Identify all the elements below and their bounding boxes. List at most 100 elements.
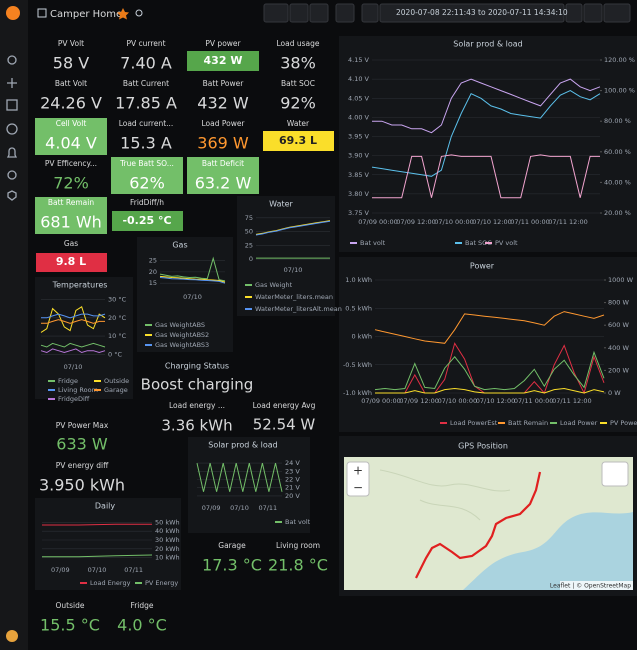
- series-line: [375, 387, 605, 394]
- y-tick-label: 30 kWh: [155, 536, 180, 544]
- charging-status: Boost charging: [141, 376, 254, 394]
- tv-button[interactable]: [335, 3, 355, 23]
- stat-value: 3.36 kWh: [161, 417, 232, 435]
- panel: [339, 257, 637, 432]
- dashboard-title[interactable]: Camper Home: [50, 9, 122, 20]
- forward-button[interactable]: [565, 3, 583, 23]
- legend-label: Outside: [104, 377, 129, 385]
- back-button[interactable]: [361, 3, 379, 23]
- legend-label: WaterMeter_liters.mean: [255, 293, 333, 301]
- y2-tick-label: 400 W: [608, 344, 629, 352]
- zoom-control[interactable]: [346, 461, 370, 497]
- panel-title: Charging Status: [165, 362, 229, 371]
- x-tick-label: 07/11 12:00: [548, 218, 588, 226]
- stat-title: Gas: [64, 239, 78, 248]
- y2-tick-label: 20.00 %: [604, 209, 631, 217]
- x-tick-label: 07/10 12:00: [472, 218, 512, 226]
- stat-background: [35, 197, 107, 234]
- zoom-out[interactable]: −: [353, 481, 363, 495]
- series-line: [372, 154, 600, 199]
- series-line: [374, 311, 605, 344]
- dashboards-icon[interactable]: [6, 99, 18, 111]
- series-line: [42, 554, 153, 558]
- stat-background: [187, 157, 259, 194]
- panel-title: Solar prod & load: [453, 40, 523, 49]
- search-icon[interactable]: [7, 55, 17, 65]
- stat-background: [36, 253, 107, 272]
- refresh-button[interactable]: [603, 3, 631, 23]
- stat-value: 15.3 A: [120, 134, 172, 153]
- legend-label: Gas WeightABS: [155, 321, 205, 329]
- stat-title: Outside: [56, 601, 85, 610]
- stat-value: 4.04 V: [45, 134, 97, 153]
- stat-title: FridDiff/h: [130, 198, 164, 207]
- y-tick-label: 1.0 kWh: [345, 276, 372, 284]
- zoom-in[interactable]: +: [353, 464, 363, 478]
- zoom-button[interactable]: [583, 3, 603, 23]
- stat-background: [111, 157, 183, 194]
- add-panel-button[interactable]: [263, 3, 289, 23]
- shield-icon[interactable]: [7, 190, 17, 201]
- x-tick-label: 07/11 00:00: [514, 397, 554, 405]
- y-tick-label: 0.5 kWh: [345, 304, 372, 312]
- apps-icon[interactable]: [37, 8, 47, 18]
- legend-label: PV Power: [610, 419, 637, 427]
- map[interactable]: + − Leaflet | © OpenStreetMap: [344, 457, 633, 590]
- y-tick-label: 15: [149, 279, 157, 287]
- x-tick-label: 07/09 12:00: [399, 397, 439, 405]
- panel: [35, 498, 181, 590]
- panel: [339, 36, 637, 252]
- panel: [237, 196, 335, 316]
- stat-title: True Batt SO...: [119, 159, 174, 168]
- stat-title: PV current: [126, 39, 165, 48]
- legend-label: Bat SOC: [465, 239, 492, 247]
- stat-value: 38%: [280, 54, 316, 73]
- x-tick-label: 07/09: [51, 566, 70, 574]
- stat-value: 69.3 L: [279, 134, 317, 147]
- time-range[interactable]: 2020-07-08 22:11:43 to 2020-07-11 14:34:…: [396, 8, 568, 17]
- user-avatar[interactable]: [6, 630, 18, 642]
- x-tick-label: 07/11: [124, 566, 143, 574]
- settings-button[interactable]: [309, 3, 329, 23]
- series-line: [255, 220, 331, 235]
- stat-value: 432 W: [204, 54, 243, 67]
- stat-value: 62%: [129, 174, 165, 193]
- star-icon[interactable]: [117, 8, 129, 20]
- series-line: [40, 306, 106, 333]
- stat-value: 17.85 A: [115, 94, 177, 113]
- y2-tick-label: 0 W: [608, 389, 621, 397]
- x-tick-label: 07/09 00:00: [358, 218, 398, 226]
- series-line: [255, 220, 331, 236]
- map-land: [344, 457, 633, 590]
- config-icon[interactable]: [7, 170, 17, 180]
- legend-label: PV Energy: [145, 579, 178, 587]
- panel-title: Power: [470, 262, 495, 271]
- map-attribution[interactable]: Leaflet | © OpenStreetMap: [550, 583, 631, 590]
- panel-title: Gas: [172, 241, 187, 250]
- stat-value: 369 W: [197, 134, 249, 153]
- y-tick-label: 10 °C: [108, 332, 127, 340]
- y-tick-label: 3.75 V: [348, 209, 370, 217]
- y-tick-label: 20 °C: [108, 314, 127, 322]
- save-button[interactable]: [289, 3, 309, 23]
- stat-value: 4.0 °C: [117, 616, 167, 635]
- time-picker[interactable]: [379, 3, 565, 23]
- create-icon[interactable]: [7, 78, 17, 88]
- panel: [188, 437, 310, 533]
- stat-title: Fridge: [130, 601, 153, 610]
- x-tick-label: 07/11 00:00: [510, 218, 550, 226]
- stat-title: Living room: [276, 541, 320, 550]
- gps-route: [415, 471, 542, 579]
- stat-value: 24.26 V: [40, 94, 102, 113]
- share-icon[interactable]: [135, 9, 143, 17]
- y-tick-label: 3.90 V: [348, 152, 370, 160]
- legend-label: Bat volt: [360, 239, 386, 247]
- series-line: [159, 275, 226, 283]
- alert-icon[interactable]: [6, 147, 18, 158]
- stat-value: 432 W: [197, 94, 249, 113]
- layers-control[interactable]: [601, 461, 629, 487]
- logo[interactable]: [6, 6, 20, 20]
- map-detail: [379, 469, 511, 521]
- explore-icon[interactable]: [6, 123, 18, 135]
- stat-background: [35, 118, 107, 155]
